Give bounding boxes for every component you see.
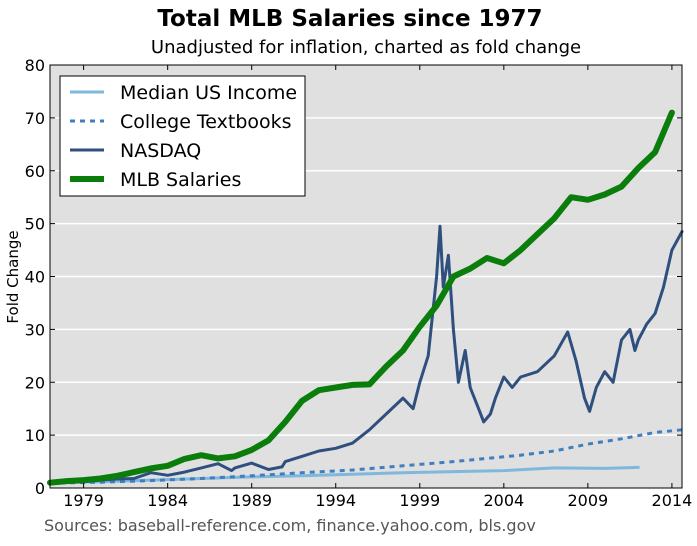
legend-label-mlb-salaries: MLB Salaries — [120, 169, 241, 191]
x-tick-label-1994: 1994 — [315, 491, 356, 510]
source-note: Sources: baseball-reference.com, finance… — [44, 516, 536, 535]
y-tick-label-70: 70 — [25, 109, 45, 128]
x-tick-label-1989: 1989 — [231, 491, 272, 510]
y-tick-label-40: 40 — [25, 268, 45, 287]
legend-label-median-us-income: Median US Income — [120, 82, 297, 104]
chart-title: Total MLB Salaries since 1977 — [157, 6, 542, 32]
x-tick-label-2004: 2004 — [483, 491, 524, 510]
legend-label-nasdaq: NASDAQ — [120, 140, 201, 162]
x-tick-label-1979: 1979 — [63, 491, 104, 510]
y-tick-label-80: 80 — [25, 56, 45, 75]
plot-area: 0 10 20 30 40 50 60 70 80 1979 1984 1989 1994 1999 200… — [25, 56, 693, 510]
y-axis-label: Fold Change — [4, 230, 22, 323]
y-tick-label-10: 10 — [25, 426, 45, 445]
y-tick-label-20: 20 — [25, 373, 45, 392]
y-tick-label-50: 50 — [25, 215, 45, 234]
series-line-nasdaq — [48, 224, 684, 485]
y-tick-label-60: 60 — [25, 162, 45, 181]
x-tick-label-1999: 1999 — [399, 491, 440, 510]
y-tick-label-30: 30 — [25, 320, 45, 339]
x-tick-label-2014: 2014 — [652, 491, 693, 510]
legend: Median US Income College Textbooks NASDAQ M… — [59, 75, 306, 197]
chart-subtitle: Unadjusted for inflation, charted as fol… — [151, 37, 581, 58]
x-tick-label-1984: 1984 — [147, 491, 188, 510]
series-line-mlb-salaries — [47, 109, 675, 486]
y-tick-label-0: 0 — [35, 479, 45, 498]
x-tick-label-2009: 2009 — [568, 491, 609, 510]
legend-label-college-textbooks: College Textbooks — [120, 111, 292, 133]
